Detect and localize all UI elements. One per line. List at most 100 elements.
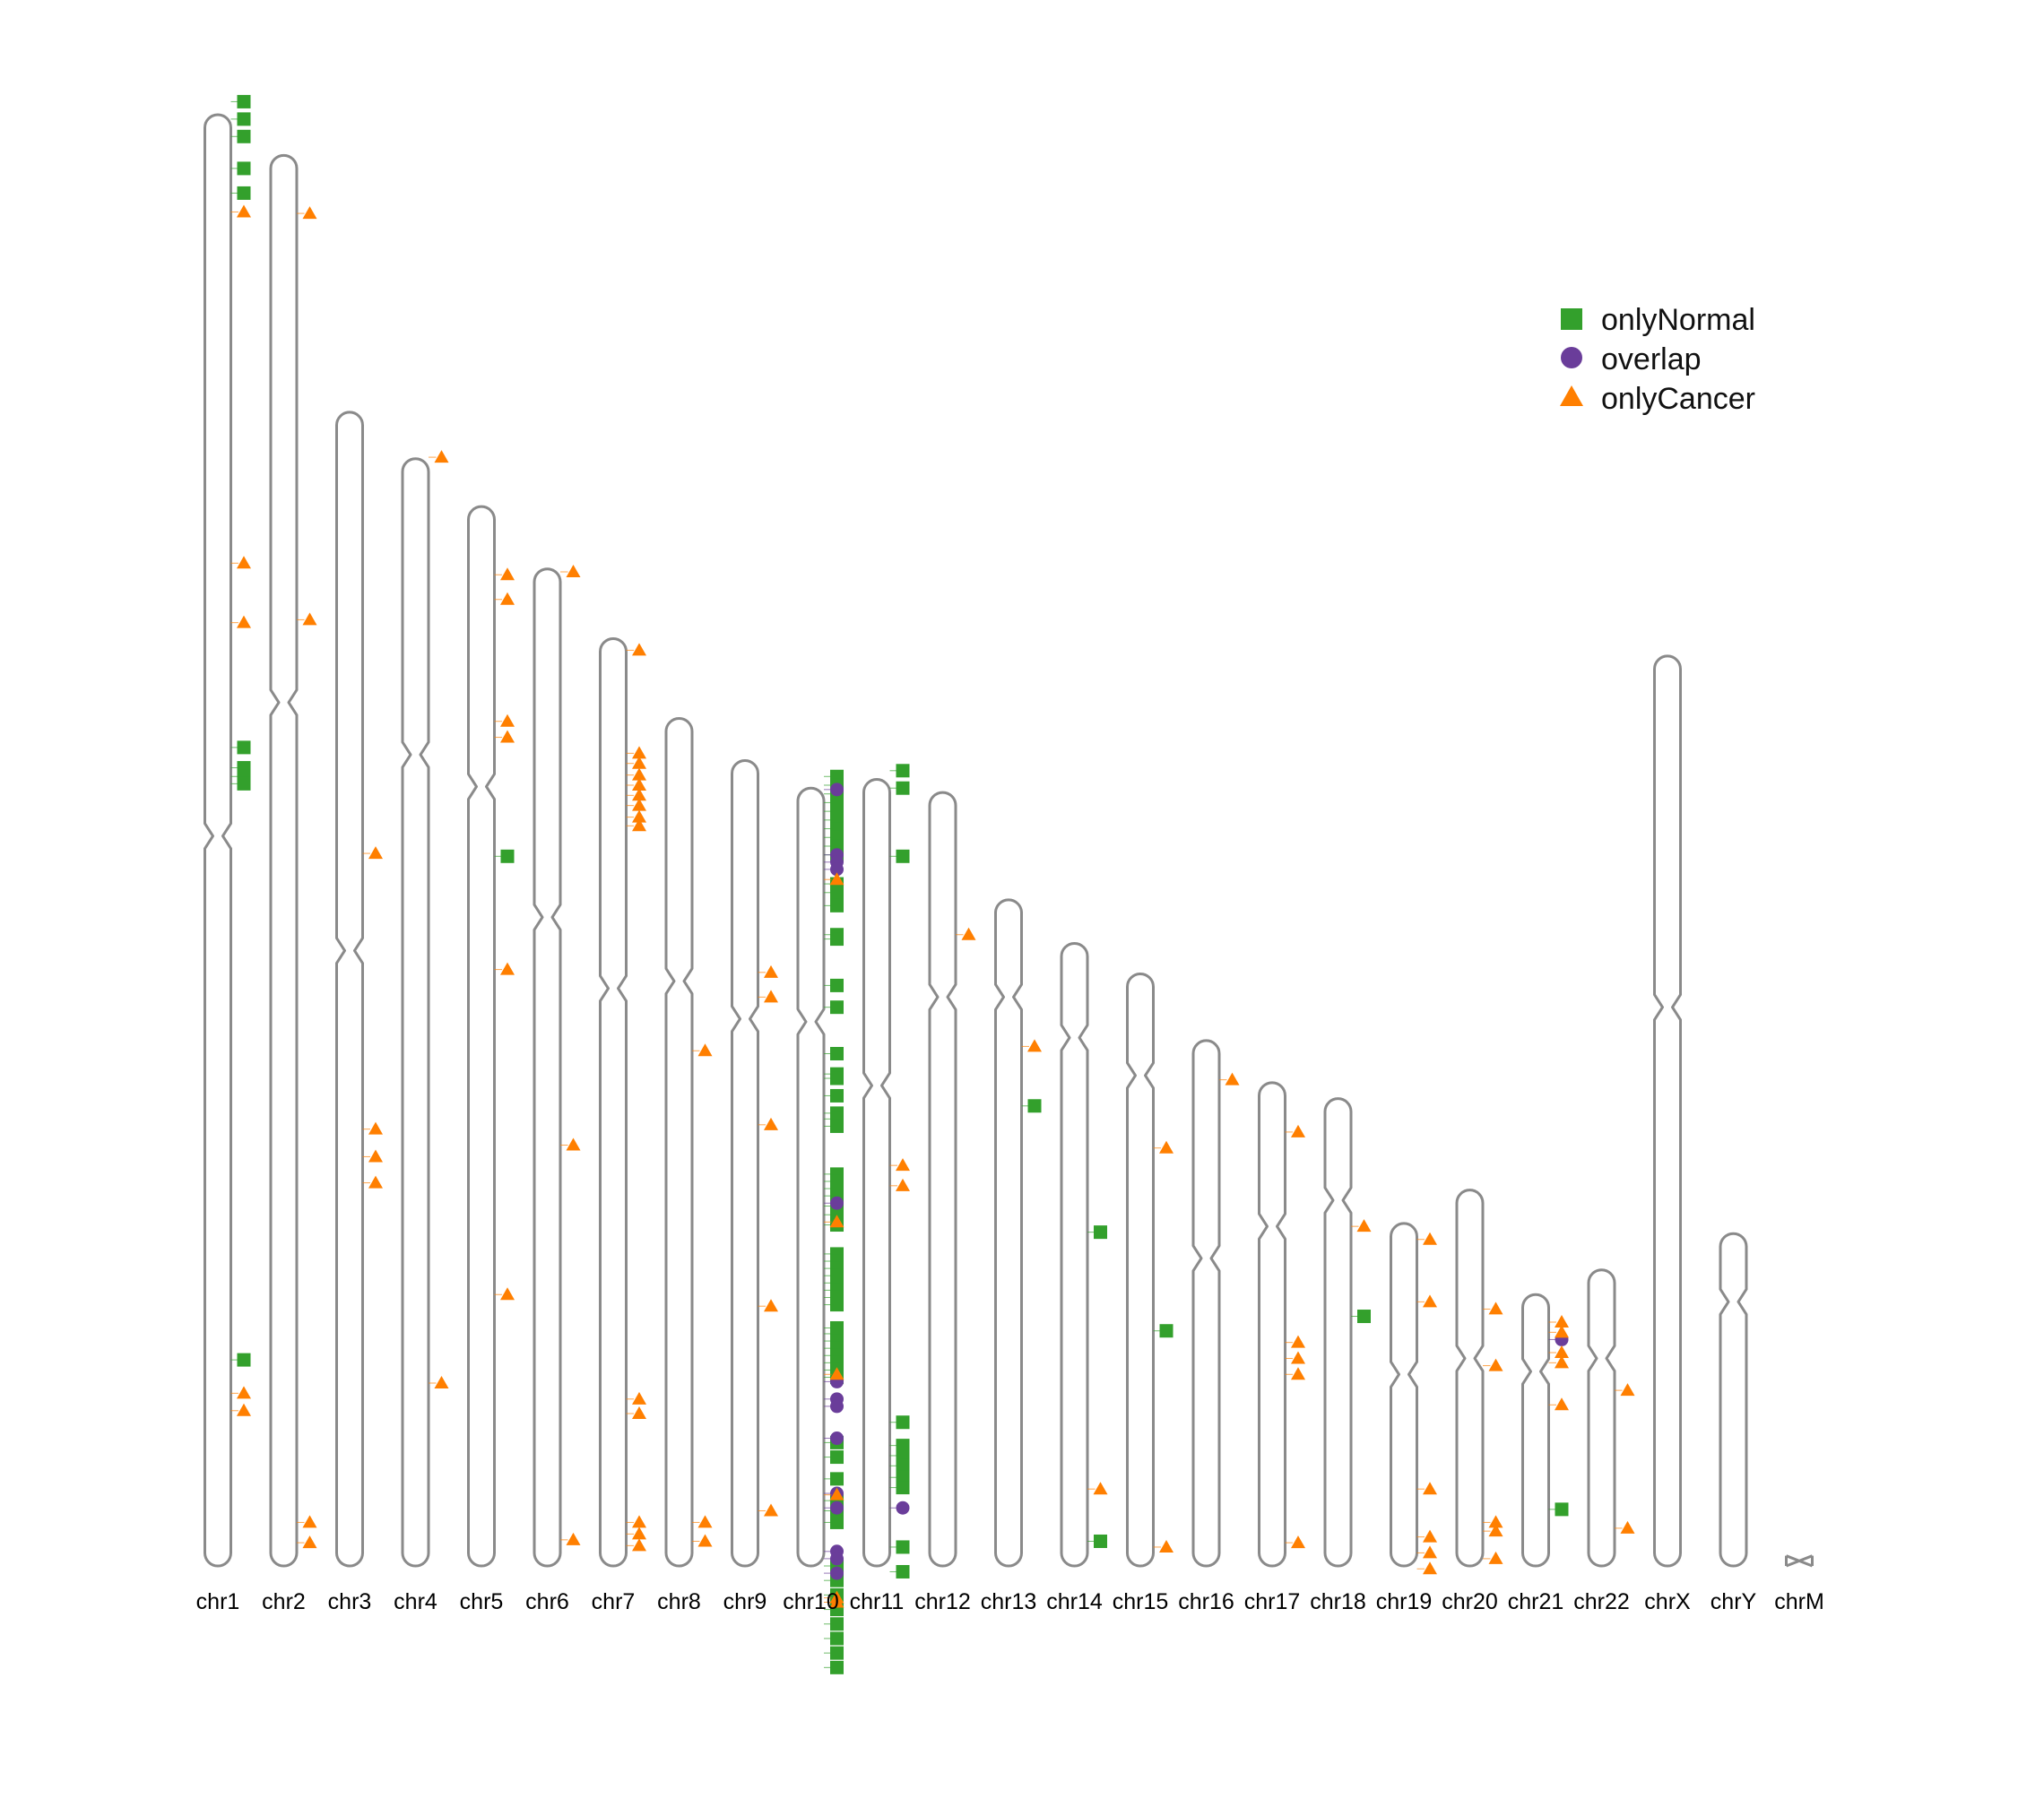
marker-onlynormal-chr10 <box>830 1088 844 1103</box>
chromosome-label-chr6: chr6 <box>525 1589 569 1614</box>
marker-onlycancer-chr3 <box>368 1121 383 1135</box>
chromosome-chr1 <box>204 113 232 1568</box>
chromosome-label-chr7: chr7 <box>592 1589 636 1614</box>
marker-onlycancer-chr13 <box>1027 1039 1042 1052</box>
marker-overlap-chr10 <box>830 1431 844 1446</box>
marker-onlycancer-chr9 <box>764 1299 778 1312</box>
marker-onlynormal-chr11 <box>896 1540 910 1554</box>
marker-onlycancer-chr10 <box>829 1487 844 1501</box>
marker-onlycancer-chr7 <box>632 746 646 759</box>
marker-onlycancer-chr10 <box>829 872 844 886</box>
chromosome-chr13 <box>994 898 1023 1568</box>
marker-onlycancer-chr5 <box>500 567 515 581</box>
marker-onlynormal-chr10 <box>830 1617 844 1631</box>
chromosome-label-chr19: chr19 <box>1376 1589 1433 1614</box>
marker-onlycancer-chr9 <box>764 1503 778 1517</box>
marker-onlynormal-chr11 <box>896 1458 910 1473</box>
marker-onlycancer-chr7 <box>632 1406 646 1420</box>
marker-onlycancer-chr7 <box>632 643 646 656</box>
marker-onlynormal-chr1 <box>237 94 251 108</box>
marker-onlycancer-chr20 <box>1488 1358 1503 1371</box>
chromosome-label-chr11: chr11 <box>850 1589 905 1614</box>
marker-overlap-chr10 <box>830 783 844 797</box>
marker-onlynormal-chr10 <box>830 1450 844 1465</box>
marker-overlap-chr10 <box>830 1196 844 1210</box>
legend-label-overlap: overlap <box>1601 342 1702 376</box>
marker-onlycancer-chr20 <box>1488 1551 1503 1564</box>
marker-onlycancer-chr7 <box>632 818 646 832</box>
marker-onlynormal-chr5 <box>500 849 515 863</box>
chromosome-label-chr3: chr3 <box>328 1589 372 1614</box>
marker-onlycancer-chr6 <box>566 564 581 577</box>
chromosome-chr6 <box>533 567 562 1568</box>
marker-onlynormal-chr1 <box>237 112 251 126</box>
chromosome-chr20 <box>1455 1189 1485 1568</box>
marker-onlynormal-chr10 <box>830 886 844 900</box>
chromosome-chr10 <box>796 786 826 1568</box>
marker-onlycancer-chr7 <box>632 1391 646 1405</box>
marker-onlycancer-chr19 <box>1423 1294 1437 1308</box>
legend-swatch-overlap <box>1561 347 1582 368</box>
chromosome-chr7 <box>599 637 628 1568</box>
marker-onlycancer-chr3 <box>368 846 383 860</box>
chromosome-label-chr16: chr16 <box>1178 1589 1234 1614</box>
chromosome-label-group: chr1 chr2 chr3 chr4 chr5 chr6 chr7 chr8 chr9 chr1… <box>196 1589 1824 1614</box>
marker-onlycancer-chr22 <box>1620 1383 1635 1397</box>
chromosome-chr21 <box>1521 1293 1550 1568</box>
marker-onlycancer-chr3 <box>368 1175 383 1189</box>
chromosome-label-chr17: chr17 <box>1244 1589 1301 1614</box>
marker-onlynormal-chr11 <box>896 1415 910 1430</box>
marker-onlynormal-chr10 <box>830 1298 844 1312</box>
marker-onlycancer-chr21 <box>1555 1345 1569 1359</box>
marker-onlycancer-chr19 <box>1423 1482 1437 1495</box>
marker-overlap-chr11 <box>896 1501 910 1515</box>
legend-label-onlynormal: onlyNormal <box>1601 303 1755 337</box>
marker-onlycancer-chr8 <box>697 1043 713 1057</box>
chromosome-label-chr14: chr14 <box>1046 1589 1103 1614</box>
marker-onlycancer-chr5 <box>500 962 515 975</box>
marker-onlycancer-chr11 <box>896 1158 910 1172</box>
chromosome-chr17 <box>1258 1081 1286 1568</box>
marker-onlynormal-chr10 <box>830 1660 844 1674</box>
legend-label-onlycancer: onlyCancer <box>1601 382 1755 416</box>
marker-onlycancer-chr11 <box>896 1178 910 1191</box>
marker-onlynormal-chr1 <box>237 1353 251 1367</box>
marker-onlycancer-chr12 <box>961 927 976 940</box>
chromosome-chr4 <box>401 457 430 1568</box>
chromosome-chr19 <box>1390 1222 1418 1568</box>
marker-onlynormal-chr18 <box>1357 1310 1371 1324</box>
marker-onlynormal-chr11 <box>896 1439 910 1453</box>
marker-onlycancer-chr1 <box>237 615 251 628</box>
chromosome-label-chrx: chrX <box>1644 1589 1691 1614</box>
marker-onlycancer-chr15 <box>1159 1539 1174 1553</box>
marker-onlycancer-chr6 <box>566 1137 581 1151</box>
marker-onlynormal-chr11 <box>896 1564 910 1578</box>
marker-onlycancer-chr19 <box>1423 1545 1437 1559</box>
marker-onlycancer-chr17 <box>1291 1351 1305 1364</box>
marker-onlycancer-chr6 <box>566 1532 581 1545</box>
marker-onlynormal-chr10 <box>830 1207 844 1222</box>
chromosome-group <box>204 113 1814 1568</box>
marker-onlynormal-chr1 <box>237 161 251 176</box>
marker-onlynormal-chr14 <box>1094 1225 1107 1240</box>
marker-onlycancer-chr2 <box>302 206 317 220</box>
marker-onlynormal-chr11 <box>896 849 910 863</box>
chromosome-label-chr1: chr1 <box>196 1589 240 1614</box>
marker-onlycancer-chr21 <box>1555 1325 1569 1338</box>
marker-onlycancer-chr1 <box>237 1386 251 1399</box>
chromosome-chr3 <box>335 411 364 1568</box>
marker-onlycancer-chr9 <box>764 964 778 978</box>
marker-onlynormal-chr1 <box>237 776 251 791</box>
marker-onlycancer-chr14 <box>1093 1482 1108 1495</box>
legend-swatch-onlynormal <box>1561 308 1582 330</box>
marker-onlynormal-chr10 <box>830 932 844 947</box>
marker-onlycancer-chr21 <box>1555 1355 1569 1369</box>
marker-onlycancer-chr5 <box>500 592 515 605</box>
marker-onlycancer-chr10 <box>829 1595 844 1608</box>
marker-onlycancer-chr7 <box>632 777 646 791</box>
marker-onlycancer-chr22 <box>1620 1520 1635 1534</box>
marker-onlynormal-chr15 <box>1159 1324 1174 1338</box>
marker-onlynormal-chr10 <box>830 1515 844 1529</box>
marker-overlap-chr10 <box>830 1566 844 1580</box>
marker-onlynormal-chr11 <box>896 764 910 778</box>
